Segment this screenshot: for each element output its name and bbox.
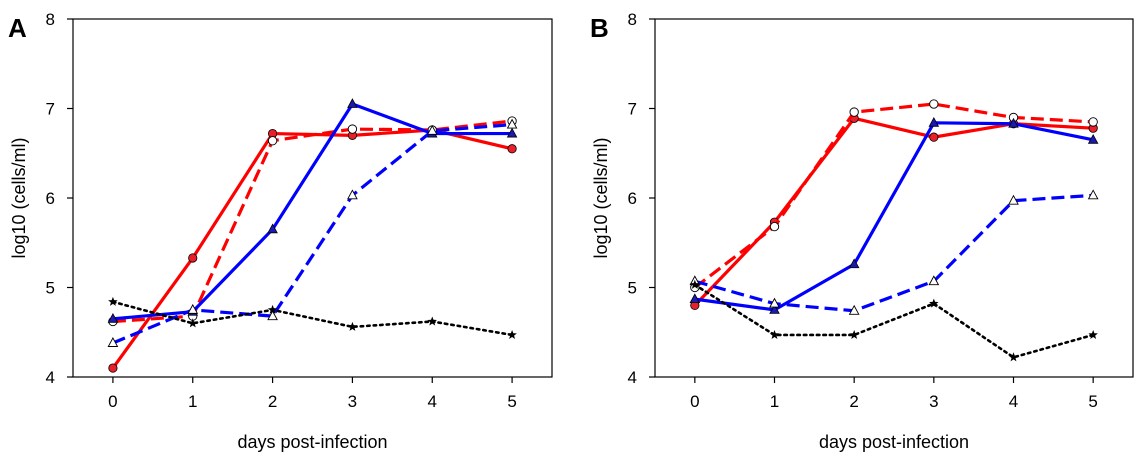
data-point: [769, 221, 780, 232]
data-point: [267, 136, 278, 146]
series-line: [111, 300, 514, 337]
x-tick-label: 5: [507, 392, 516, 411]
data-point: [187, 303, 199, 314]
data-point: [506, 127, 518, 138]
data-point: [769, 304, 780, 314]
series-line: [112, 102, 513, 321]
series-1: [690, 113, 1098, 310]
series-line: [112, 119, 513, 324]
data-point: [848, 258, 860, 269]
series-5: [690, 279, 1098, 362]
series-3: [689, 116, 1099, 314]
data-point: [769, 297, 780, 308]
data-point: [188, 253, 198, 263]
data-point: [929, 298, 939, 308]
series-2: [108, 116, 517, 327]
data-point: [507, 144, 517, 154]
data-point: [187, 318, 198, 328]
series-4: [107, 118, 518, 347]
series-line: [694, 121, 1094, 312]
data-point: [929, 99, 939, 109]
data-point: [107, 337, 119, 347]
y-tick-label: 8: [46, 10, 55, 29]
data-point: [267, 310, 278, 321]
series-4: [689, 189, 1099, 315]
x-tick-label: 2: [268, 392, 277, 411]
x-axis-title: days post-infection: [819, 432, 969, 452]
x-tick-label: 0: [108, 392, 117, 411]
data-point: [267, 304, 278, 314]
y-tick-label: 4: [46, 368, 55, 387]
panel-letter: A: [8, 13, 27, 43]
series-line: [693, 283, 1095, 359]
x-tick-label: 3: [929, 392, 938, 411]
panel-b: B 4 5 6 7 8 0 1 2 3 4 5 days post-infection log10 (ce…: [590, 10, 1134, 452]
x-axis-title: days post-infection: [237, 432, 387, 452]
y-axis-title: log10 (cells/ml): [9, 137, 29, 258]
panel-a: A 4 5 6 7 8 0 1 2 3 4 5 days post-infection log10 (ce…: [8, 10, 553, 452]
series-line: [693, 102, 1094, 289]
data-point: [108, 296, 118, 306]
data-point: [1087, 189, 1099, 200]
x-tick-label: 4: [1009, 392, 1018, 411]
data-point: [108, 363, 118, 373]
y-tick-label: 7: [628, 100, 637, 119]
data-point: [1008, 352, 1019, 362]
series-line: [112, 123, 513, 345]
data-point: [928, 275, 940, 286]
x-tick-label: 2: [849, 392, 858, 411]
y-tick-label: 4: [628, 368, 637, 387]
data-point: [347, 124, 358, 134]
data-point: [848, 304, 860, 315]
data-point: [1088, 329, 1098, 339]
data-point: [689, 293, 701, 304]
x-tick-label: 3: [348, 392, 357, 411]
x-tick-label: 4: [428, 392, 437, 411]
data-point: [507, 329, 517, 339]
data-point: [690, 279, 700, 289]
y-tick-label: 5: [628, 279, 637, 298]
series-line: [694, 193, 1094, 313]
data-point: [928, 116, 940, 127]
data-point: [769, 329, 780, 339]
series-line: [693, 116, 1094, 307]
data-point: [1087, 133, 1099, 144]
data-point: [347, 98, 358, 108]
data-point: [849, 107, 859, 117]
x-tick-label: 1: [188, 392, 197, 411]
y-tick-label: 8: [628, 10, 637, 29]
data-point: [849, 329, 859, 339]
x-tick-label: 0: [690, 392, 699, 411]
series-5: [108, 296, 517, 339]
x-tick-label: 1: [770, 392, 779, 411]
data-point: [1008, 194, 1019, 205]
data-point: [426, 124, 438, 135]
data-point: [1088, 117, 1098, 127]
series-1: [108, 125, 517, 373]
panel-letter: B: [590, 13, 609, 43]
data-point: [1008, 117, 1019, 128]
y-tick-label: 6: [46, 189, 55, 208]
data-point: [347, 189, 358, 200]
y-tick-label: 7: [46, 100, 55, 119]
data-point: [929, 132, 939, 142]
y-tick-label: 6: [628, 189, 637, 208]
data-point: [506, 118, 518, 129]
data-point: [347, 321, 358, 331]
data-point: [427, 316, 438, 326]
x-tick-label: 5: [1088, 392, 1097, 411]
y-axis-title: log10 (cells/ml): [591, 137, 611, 258]
data-point: [107, 312, 119, 323]
data-point: [267, 223, 278, 234]
y-tick-label: 5: [46, 279, 55, 298]
